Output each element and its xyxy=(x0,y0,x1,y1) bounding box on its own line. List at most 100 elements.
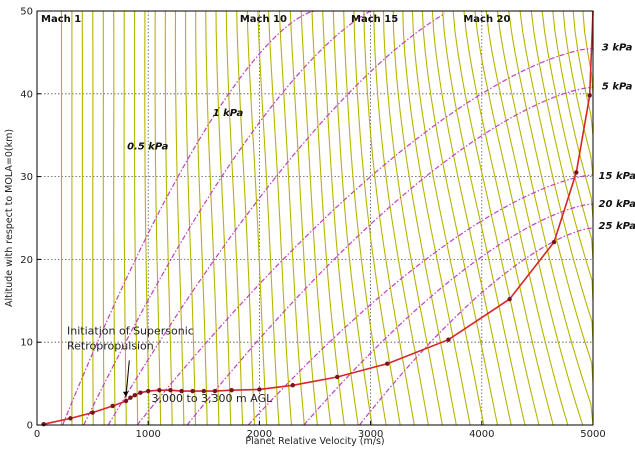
x-tick-label: 1000 xyxy=(135,429,160,440)
pressure-line xyxy=(107,12,446,426)
mach-line xyxy=(332,10,373,426)
mach-line xyxy=(353,10,401,426)
annotation: 3,000 to 3,300 m AGL xyxy=(152,392,274,405)
pressure-label: 3 kPa xyxy=(602,43,633,54)
y-tick-label: 40 xyxy=(20,89,33,100)
mach-line xyxy=(421,10,499,426)
trajectory-point xyxy=(385,361,390,366)
mach-line xyxy=(402,10,471,426)
x-tick-label: 5000 xyxy=(580,429,605,440)
mach-line xyxy=(382,10,443,426)
trajectory-point xyxy=(229,388,234,393)
mach-label: Mach 20 xyxy=(463,14,510,25)
mach-line xyxy=(205,10,220,426)
mach-line xyxy=(246,10,268,426)
mach-line xyxy=(185,11,197,426)
x-axis-label: Planet Relative Velocity (m/s) xyxy=(245,436,384,447)
y-tick-label: 50 xyxy=(20,7,33,18)
trajectory-point xyxy=(157,388,162,393)
mach-line xyxy=(572,10,594,136)
x-tick-label: 0 xyxy=(34,429,40,440)
mach-line xyxy=(278,10,305,426)
trajectory-point xyxy=(574,170,579,175)
mach-line xyxy=(485,10,584,426)
trajectory-point xyxy=(41,421,46,427)
trajectory-point xyxy=(335,374,340,380)
trajectory-point xyxy=(190,388,195,394)
mach-line xyxy=(530,10,594,301)
trajectory-point xyxy=(123,398,129,404)
mach-line xyxy=(496,10,594,426)
pressure-label: 0.5 kPa xyxy=(127,141,169,152)
mach-label: Mach 15 xyxy=(351,14,398,25)
pressure-line xyxy=(62,10,316,426)
x-tick-label: 3000 xyxy=(358,429,383,440)
pressure-lines xyxy=(62,10,594,426)
mach-line xyxy=(144,11,150,426)
labels: Mach 1 Mach 10 Mach 15 Mach 20 0.5 kPa 1 kPa 3… xyxy=(41,14,635,405)
trajectory-point xyxy=(212,388,218,394)
mach-line xyxy=(343,10,387,426)
pressure-line xyxy=(186,86,594,426)
pressure-label: 15 kPa xyxy=(599,171,635,182)
mach-line xyxy=(552,10,594,219)
mach-line xyxy=(474,10,569,426)
mach-line xyxy=(582,10,594,94)
trajectory-point xyxy=(179,388,184,394)
pressure-line xyxy=(247,174,594,426)
mach-line xyxy=(322,10,359,426)
trajectory-point xyxy=(446,337,451,342)
annotation-arrowhead xyxy=(122,391,129,397)
pressure-line xyxy=(83,10,371,426)
trajectory-point xyxy=(168,388,173,393)
annotation-arrow xyxy=(125,360,130,397)
ticks: 0 1000 2000 3000 4000 5000 0 10 20 30 40 50 xyxy=(20,7,605,441)
y-axis-label: Altitude with respect to MOLA=0(km) xyxy=(4,129,15,307)
x-tick-label: 4000 xyxy=(469,429,494,440)
mach-lines xyxy=(60,10,594,426)
mach-line xyxy=(154,10,162,426)
trajectory-point xyxy=(138,390,143,395)
mach-line xyxy=(225,10,244,426)
pressure-label: 20 kPa xyxy=(599,199,635,210)
trajectory-point xyxy=(257,387,262,392)
mach-line xyxy=(195,11,208,426)
mach-line xyxy=(133,10,139,426)
trajectory-point xyxy=(128,395,133,400)
pressure-line xyxy=(303,203,594,426)
mach-line xyxy=(541,10,594,260)
mach-line xyxy=(164,10,173,426)
mach-line xyxy=(236,10,256,426)
mach-line xyxy=(431,10,512,426)
mach-line xyxy=(373,10,429,426)
pressure-line xyxy=(136,47,594,426)
mach-line xyxy=(411,10,485,426)
pressure-line xyxy=(359,227,594,426)
trajectory-point xyxy=(68,416,73,421)
mach-line xyxy=(562,10,594,177)
mach-line xyxy=(113,10,116,426)
mach-line xyxy=(452,10,540,426)
mach-label: Mach 1 xyxy=(41,14,81,25)
mach-line xyxy=(215,10,232,426)
mach-line xyxy=(268,10,293,426)
trajectory-point xyxy=(290,383,295,388)
y-tick-label: 30 xyxy=(20,172,33,183)
pressure-label: 5 kPa xyxy=(602,82,633,93)
y-tick-label: 20 xyxy=(20,255,33,266)
plot-frame xyxy=(36,10,594,426)
trajectory-point xyxy=(551,239,557,245)
mach-label: Mach 10 xyxy=(240,14,287,25)
mach-line xyxy=(363,10,415,426)
mach-line xyxy=(174,10,185,426)
mach-line xyxy=(392,10,457,426)
y-tick-label: 10 xyxy=(20,338,33,349)
trajectory-point xyxy=(146,388,151,394)
mach-line xyxy=(300,10,332,426)
x-tick-label: 2000 xyxy=(247,429,272,440)
trajectory-point xyxy=(507,296,512,302)
trajectory-point xyxy=(201,388,206,394)
trajectory-point xyxy=(587,93,592,98)
mach-line xyxy=(102,11,105,426)
